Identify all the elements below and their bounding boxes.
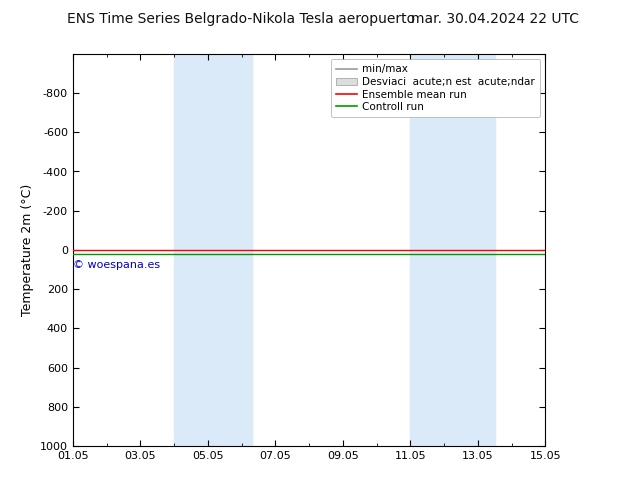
Bar	[174, 54, 252, 446]
Bar	[410, 54, 495, 446]
Text: ENS Time Series Belgrado-Nikola Tesla aeropuerto: ENS Time Series Belgrado-Nikola Tesla ae…	[67, 12, 415, 26]
Text: mar. 30.04.2024 22 UTC: mar. 30.04.2024 22 UTC	[411, 12, 578, 26]
Y-axis label: Temperature 2m (°C): Temperature 2m (°C)	[22, 184, 34, 316]
Legend: min/max, Desviaci  acute;n est  acute;ndar, Ensemble mean run, Controll run: min/max, Desviaci acute;n est acute;ndar…	[331, 59, 540, 117]
Text: © woespana.es: © woespana.es	[74, 260, 160, 270]
